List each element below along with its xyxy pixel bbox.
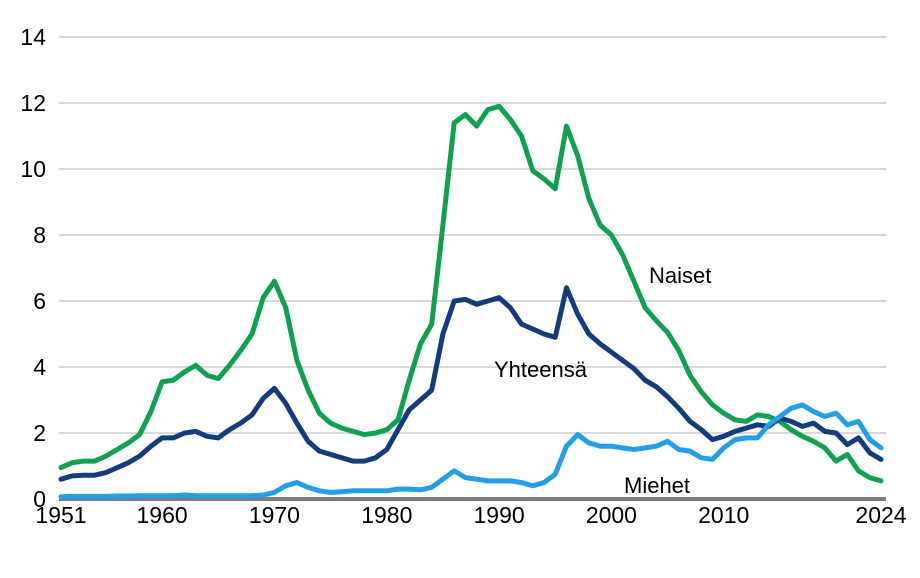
y-tick-label-10: 10: [20, 156, 46, 182]
y-tick-label-14: 14: [20, 24, 46, 50]
x-tick-label-1951: 1951: [35, 502, 86, 528]
y-tick-label-6: 6: [33, 288, 46, 314]
x-tick-label-1980: 1980: [361, 502, 412, 528]
x-tick-label-1960: 1960: [137, 502, 188, 528]
series-label-yhteens: Yhteensä: [494, 357, 588, 382]
series-line-yhteens: [58, 285, 884, 482]
series-line-naiset: [58, 103, 884, 484]
x-tick-label-2024: 2024: [855, 502, 906, 528]
x-tick-label-1990: 1990: [474, 502, 525, 528]
x-tick-label-2000: 2000: [586, 502, 637, 528]
y-tick-label-2: 2: [33, 420, 46, 446]
x-tick-label-2010: 2010: [698, 502, 749, 528]
y-tick-label-12: 12: [20, 90, 46, 116]
x-tick-label-1970: 1970: [249, 502, 300, 528]
series-label-naiset: Naiset: [649, 263, 711, 288]
series-line-miehet: [58, 402, 884, 500]
series-label-miehet: Miehet: [624, 473, 690, 498]
y-tick-label-4: 4: [33, 354, 46, 380]
y-tick-label-8: 8: [33, 222, 46, 248]
y-tick-label-0: 0: [33, 486, 46, 512]
